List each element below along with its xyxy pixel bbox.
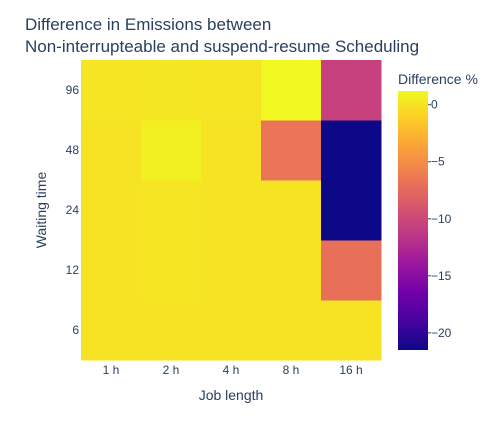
heatmap-cell bbox=[141, 300, 202, 361]
x-tick-label: 16 h bbox=[339, 363, 362, 377]
heatmap-cell bbox=[201, 240, 262, 301]
x-tick-label: 1 h bbox=[103, 363, 120, 377]
chart-title-line1: Difference in Emissions between bbox=[25, 15, 271, 34]
heatmap-cell bbox=[321, 180, 382, 241]
x-tick-label: 2 h bbox=[163, 363, 180, 377]
heatmap-cell bbox=[261, 180, 322, 241]
y-tick-label: 12 bbox=[66, 263, 80, 277]
x-tick-label: 8 h bbox=[283, 363, 300, 377]
y-tick-label: 6 bbox=[72, 323, 79, 337]
heatmap-cells bbox=[81, 60, 382, 361]
heatmap-cell bbox=[81, 240, 142, 301]
colorbar-tick-label: −15 bbox=[431, 269, 452, 283]
heatmap-cell bbox=[201, 60, 262, 121]
heatmap-cell bbox=[261, 300, 322, 361]
heatmap-cell bbox=[81, 120, 142, 181]
chart-title-line2: Non-interrupteable and suspend-resume Sc… bbox=[25, 37, 419, 56]
heatmap-cell bbox=[141, 120, 202, 181]
heatmap-cell bbox=[141, 240, 202, 301]
colorbar-tick-label: −10 bbox=[431, 212, 452, 226]
y-tick-label: 24 bbox=[66, 203, 80, 217]
x-axis-ticks: 1 h 2 h 4 h 8 h 16 h bbox=[103, 363, 363, 377]
heatmap-cell bbox=[321, 240, 382, 301]
colorbar-tick-label: −5 bbox=[431, 155, 445, 169]
heatmap-cell bbox=[321, 300, 382, 361]
heatmap-cell bbox=[321, 120, 382, 181]
colorbar-gradient bbox=[398, 91, 428, 350]
chart-title: Difference in Emissions between Non-inte… bbox=[25, 15, 419, 56]
y-tick-label: 96 bbox=[66, 83, 80, 97]
heatmap-cell bbox=[141, 60, 202, 121]
heatmap-cell bbox=[201, 180, 262, 241]
heatmap-cell bbox=[201, 300, 262, 361]
heatmap-cell bbox=[261, 60, 322, 121]
colorbar-title: Difference % bbox=[398, 71, 478, 87]
y-axis-title: Waiting time bbox=[33, 172, 49, 249]
colorbar: Difference % 0 −5 −10 −15 −20 bbox=[398, 71, 478, 350]
y-tick-label: 48 bbox=[66, 143, 80, 157]
heatmap-cell bbox=[81, 300, 142, 361]
y-axis-ticks: 6 12 24 48 96 bbox=[66, 83, 80, 337]
heatmap-cell bbox=[261, 240, 322, 301]
x-axis-title: Job length bbox=[199, 387, 264, 403]
colorbar-ticks: 0 −5 −10 −15 −20 bbox=[428, 98, 452, 340]
x-tick-label: 4 h bbox=[223, 363, 240, 377]
colorbar-tick-label: 0 bbox=[431, 98, 438, 112]
heatmap-cell bbox=[321, 60, 382, 121]
heatmap-cell bbox=[81, 60, 142, 121]
heatmap-cell bbox=[261, 120, 322, 181]
colorbar-tick-label: −20 bbox=[431, 326, 452, 340]
heatmap-cell bbox=[201, 120, 262, 181]
heatmap-cell bbox=[81, 180, 142, 241]
heatmap-cell bbox=[141, 180, 202, 241]
